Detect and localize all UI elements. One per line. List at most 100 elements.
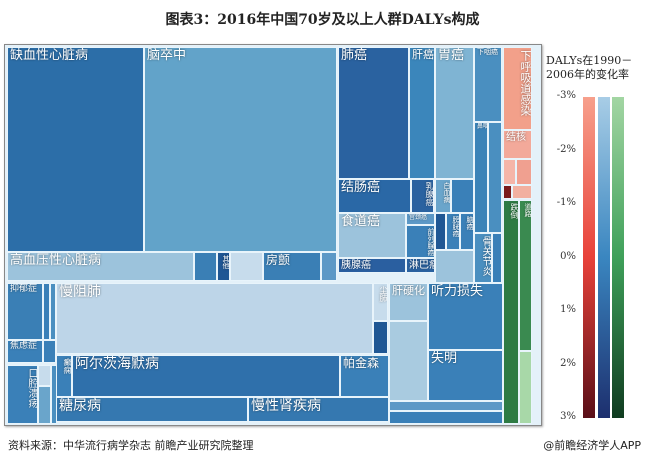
cell-label: 淋巴瘤 — [409, 260, 434, 271]
treemap-cell: 慢性肾疾病 — [248, 397, 389, 422]
treemap-cell: 膀胱癌 — [446, 213, 460, 250]
treemap-cell: 乳腺癌 — [411, 179, 434, 213]
treemap-cell — [321, 252, 337, 281]
treemap-cell: 肺癌 — [338, 47, 409, 179]
treemap-cell: 肝硬化 — [389, 283, 428, 321]
treemap-cell: 尘肺 — [373, 283, 388, 321]
cell-label: 肝硬化 — [392, 284, 425, 297]
treemap-cell: 跌倒 — [503, 200, 519, 424]
chart-title: 图表3：2016年中国70岁及以上人群DALYs构成 — [165, 12, 480, 28]
colorbar-green — [612, 97, 624, 418]
treemap-cell: 结肠癌 — [338, 179, 411, 213]
treemap-cell: 道路 — [519, 200, 532, 351]
cell-label: 下咽癌 — [477, 48, 498, 56]
treemap-cell: 骨关节炎 — [474, 233, 492, 283]
cell-label: 宫颈癌 — [409, 214, 428, 221]
treemap-cell: 结核 — [503, 130, 532, 159]
treemap-cell: 其他 — [217, 252, 230, 281]
colorbar-red — [583, 97, 595, 418]
colorbar-tick-label: -3% — [556, 90, 576, 101]
treemap-cell: 白血病 — [435, 179, 451, 213]
treemap-cell — [451, 179, 474, 213]
treemap-cell — [435, 213, 446, 250]
cell-label: 鼻咽癌 — [477, 123, 487, 130]
cell-label: 食道癌 — [341, 214, 381, 229]
treemap-cell — [512, 185, 532, 199]
cell-label: 乳腺癌 — [425, 182, 434, 206]
cell-label: 房颤 — [266, 253, 291, 267]
cell-label: 其他 — [222, 255, 230, 269]
treemap-cell: 鼻咽癌 — [474, 122, 488, 233]
cell-label: 结核 — [506, 132, 526, 143]
treemap-cell — [516, 159, 532, 185]
colorbar-tick-label: 1% — [560, 304, 576, 315]
brand-credit: @前瞻经济学人APP — [543, 439, 641, 452]
treemap-cell: 慢阻肺 — [56, 283, 373, 354]
treemap-cell — [519, 351, 532, 424]
treemap-cell: 淋巴瘤 — [406, 258, 435, 273]
cell-label: 阿尔茨海默病 — [75, 356, 159, 372]
source-note: 资料来源：中华流行病学杂志 前瞻产业研究院整理 — [8, 439, 254, 452]
treemap-cell: 失明 — [428, 350, 503, 401]
treemap-cell: 听力损失 — [428, 283, 503, 350]
treemap-cell: 帕金森 — [340, 355, 389, 397]
treemap-cell: 脑癌 — [460, 213, 474, 250]
cell-label: 癫痫 — [63, 358, 72, 374]
colorbar-tick-label: 2% — [560, 357, 576, 369]
cell-label: 肝癌 — [412, 48, 434, 61]
treemap-cell: 下咽癌 — [474, 47, 502, 122]
cell-label: 听力损失 — [431, 284, 484, 299]
cell-label: 糖尿病 — [59, 398, 101, 414]
colorbar-title: DALYs在1990－2006年的变化率 — [546, 54, 633, 81]
treemap-cell — [492, 233, 502, 283]
treemap-cell: 下呼吸道感染 — [503, 47, 532, 130]
treemap-cell: 口腔溃疡 — [7, 365, 38, 424]
cell-label: 肺癌 — [341, 48, 368, 63]
treemap-cell — [503, 159, 516, 185]
treemap-cell — [230, 252, 263, 281]
cell-label: 慢阻肺 — [59, 284, 101, 300]
treemap-cell: 糖尿病 — [56, 397, 248, 422]
treemap-cell — [50, 283, 56, 340]
treemap-cell — [503, 185, 512, 199]
colorbar-tick-label: -1% — [556, 197, 576, 208]
cell-label: 下呼吸道感染 — [519, 50, 532, 116]
treemap-cell: 食道癌 — [338, 213, 406, 258]
cell-label: 尘肺 — [379, 286, 388, 302]
cell-label: 抑郁症 — [10, 284, 38, 294]
cell-label: 口腔溃疡 — [26, 368, 37, 408]
colorbar-blue — [597, 97, 610, 418]
cell-label: 帕金森 — [343, 356, 380, 370]
treemap-cell: 脑卒中 — [144, 47, 337, 252]
cell-label: 失明 — [431, 351, 458, 366]
cell-label: 结肠癌 — [341, 180, 381, 195]
treemap-cell — [435, 250, 474, 283]
treemap-cell: 胃癌 — [435, 47, 474, 179]
cell-label: 胃癌 — [438, 48, 465, 63]
colorbar-tick-label: 3% — [560, 411, 576, 422]
colorbar-tick-label: 0% — [560, 250, 576, 262]
treemap-cell: 宫颈癌 — [406, 213, 435, 225]
treemap-cell: 抑郁症 — [7, 283, 43, 340]
cell-label: 脑卒中 — [147, 48, 187, 63]
cell-label: 高血压性心脏病 — [10, 253, 102, 268]
treemap-cell — [43, 340, 56, 363]
treemap-cell: 房颤 — [263, 252, 321, 281]
treemap-cell — [43, 283, 50, 340]
cell-label: 白血病 — [443, 182, 451, 203]
cell-label: 跌倒 — [510, 203, 519, 219]
treemap-cell — [488, 122, 502, 233]
cell-label: 骨关节炎 — [480, 236, 491, 276]
cell-label: 焦虑症 — [10, 341, 38, 351]
treemap-cell — [389, 321, 428, 401]
colorbar-tick-label: -2% — [556, 143, 576, 155]
treemap-cell: 缺血性心脏病 — [7, 47, 144, 252]
treemap-cell: 阿尔茨海默病 — [72, 355, 340, 397]
treemap-cell — [389, 411, 503, 424]
cell-label: 脑癌 — [466, 216, 474, 230]
treemap-cell: 肝癌 — [409, 47, 435, 179]
cell-label: 胰腺癌 — [341, 260, 371, 271]
treemap-cell: 癫痫 — [56, 355, 72, 397]
cell-label: 缺血性心脏病 — [10, 48, 89, 63]
